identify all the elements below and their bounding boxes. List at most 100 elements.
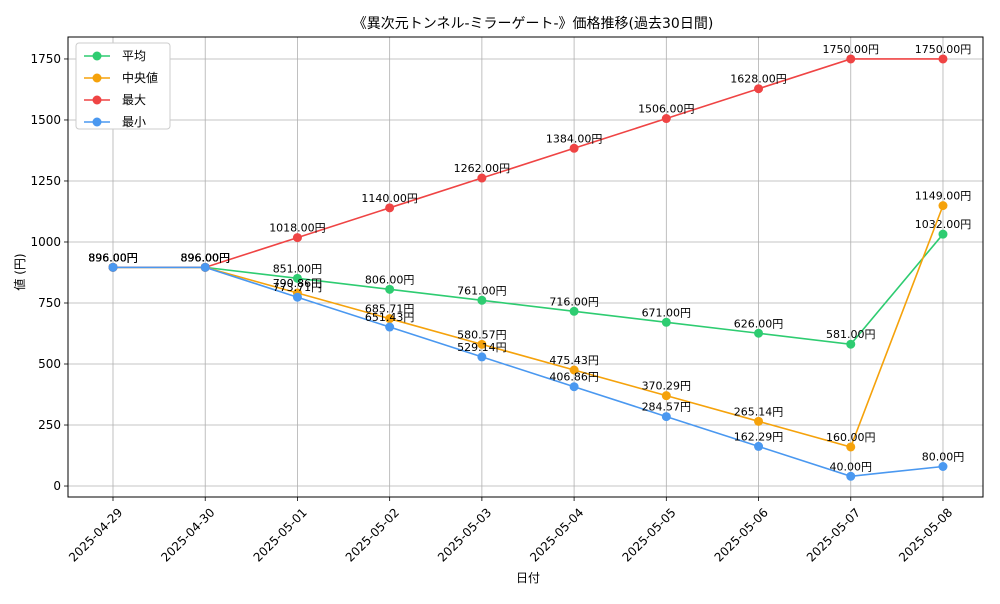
- data-label: 896.00円: [88, 251, 138, 264]
- series-2: 896.00円 896.00円 1018.00円 1140.00円 1262.00円 13…: [88, 43, 971, 272]
- data-label: 851.00円: [273, 262, 323, 275]
- legend-swatch-marker: [92, 95, 102, 105]
- x-tick-label: 2025-05-07: [804, 505, 863, 564]
- x-tick-label: 2025-04-29: [66, 505, 125, 564]
- y-tick-label: 250: [38, 418, 61, 432]
- data-label: 896.00円: [88, 251, 138, 264]
- x-tick-label: 2025-05-05: [619, 505, 678, 564]
- series-line: [113, 266, 944, 478]
- data-label: 1750.00円: [915, 43, 972, 56]
- series-line: [113, 205, 944, 448]
- data-label: 1032.00円: [915, 218, 972, 231]
- data-point: [754, 416, 764, 426]
- data-label: 284.57円: [642, 401, 692, 414]
- data-label: 651.43円: [365, 311, 415, 324]
- legend-item: 最大: [84, 93, 146, 107]
- data-point: [569, 306, 579, 316]
- data-label: 529.14円: [457, 341, 507, 354]
- data-point: [661, 412, 671, 422]
- data-point: [846, 339, 856, 349]
- data-label: 790.86円: [273, 277, 323, 290]
- data-point: [661, 317, 671, 327]
- data-point: [938, 201, 948, 211]
- data-label: 162.29円: [734, 430, 784, 443]
- data-point: [846, 442, 856, 452]
- data-label: 475.43円: [549, 354, 599, 367]
- data-label: 1140.00円: [361, 192, 418, 205]
- series-line: [113, 58, 943, 269]
- data-label: 671.00円: [642, 306, 692, 319]
- x-tick-label: 2025-05-01: [251, 505, 310, 564]
- legend-label: 最大: [122, 93, 146, 107]
- data-point: [477, 173, 487, 183]
- x-tick-label: 2025-05-08: [896, 505, 955, 564]
- y-tick-label: 1250: [30, 174, 61, 188]
- data-label: 1628.00円: [730, 73, 787, 86]
- data-label: 1018.00円: [269, 222, 326, 235]
- data-label: 160.00円: [826, 431, 876, 444]
- data-point: [754, 328, 764, 338]
- data-point: [477, 295, 487, 305]
- data-label: 896.00円: [88, 251, 138, 264]
- data-point: [292, 233, 302, 243]
- data-point: [200, 262, 210, 272]
- data-label: 265.14円: [734, 405, 784, 418]
- y-tick-label: 750: [38, 296, 61, 310]
- data-label: 806.00円: [365, 273, 415, 286]
- x-tick-label: 2025-05-06: [712, 505, 771, 564]
- data-point: [661, 391, 671, 401]
- data-point: [569, 365, 579, 375]
- data-point: [938, 54, 948, 64]
- data-point: [292, 292, 302, 302]
- data-label: 896.00円: [180, 251, 230, 264]
- data-label: 1750.00円: [823, 43, 880, 56]
- data-label: 370.29円: [642, 380, 692, 393]
- legend-item: 中央値: [84, 70, 158, 85]
- data-label: 1506.00円: [638, 103, 695, 116]
- x-tick-label: 2025-05-03: [435, 505, 494, 564]
- x-axis-title: 日付: [516, 571, 540, 585]
- data-point: [569, 143, 579, 153]
- legend-item: 平均: [84, 49, 146, 63]
- legend-item: 最小: [84, 115, 146, 129]
- data-point: [108, 262, 118, 272]
- y-tick-label: 0: [53, 479, 61, 493]
- data-label: 896.00円: [180, 251, 230, 264]
- x-tick-label: 2025-05-02: [343, 505, 402, 564]
- grid: [68, 37, 983, 497]
- y-tick-label: 500: [38, 357, 61, 371]
- legend-swatch-marker: [92, 73, 102, 83]
- y-tick-label: 1000: [30, 235, 61, 249]
- data-label: 40.00円: [830, 460, 873, 473]
- series-1: 896.00円 896.00円 790.86円 685.71円 580.57円 475.4…: [88, 190, 971, 452]
- x-tick-label: 2025-04-30: [158, 505, 217, 564]
- data-label: 626.00円: [734, 317, 784, 330]
- data-label: 896.00円: [88, 251, 138, 264]
- series-line: [113, 233, 944, 346]
- data-label: 80.00円: [922, 450, 965, 463]
- data-point: [846, 54, 856, 64]
- series-3: 896.00円 896.00円 773.71円 651.43円 529.14円 406.8…: [88, 251, 965, 481]
- data-label: 1384.00円: [546, 132, 603, 145]
- legend-label: 最小: [122, 115, 146, 129]
- data-point: [385, 284, 395, 294]
- data-label: 773.71円: [273, 281, 323, 294]
- y-tick-label: 1500: [30, 113, 61, 127]
- legend-label: 平均: [122, 49, 146, 63]
- data-point: [938, 229, 948, 239]
- legend-swatch-marker: [92, 117, 102, 127]
- data-point: [477, 339, 487, 349]
- data-point: [385, 322, 395, 332]
- data-point: [661, 114, 671, 124]
- data-point: [938, 461, 948, 471]
- axes: 2025-04-29 2025-04-30 2025-05-01 2025-05-02…: [30, 36, 984, 565]
- data-point: [569, 382, 579, 392]
- data-point: [385, 203, 395, 213]
- data-label: 580.57円: [457, 328, 507, 341]
- legend-swatch-marker: [92, 51, 102, 61]
- chart-title: 《異次元トンネル-ミラーゲート-》価格推移(過去30日間): [353, 16, 714, 32]
- y-tick-label: 1750: [30, 52, 61, 66]
